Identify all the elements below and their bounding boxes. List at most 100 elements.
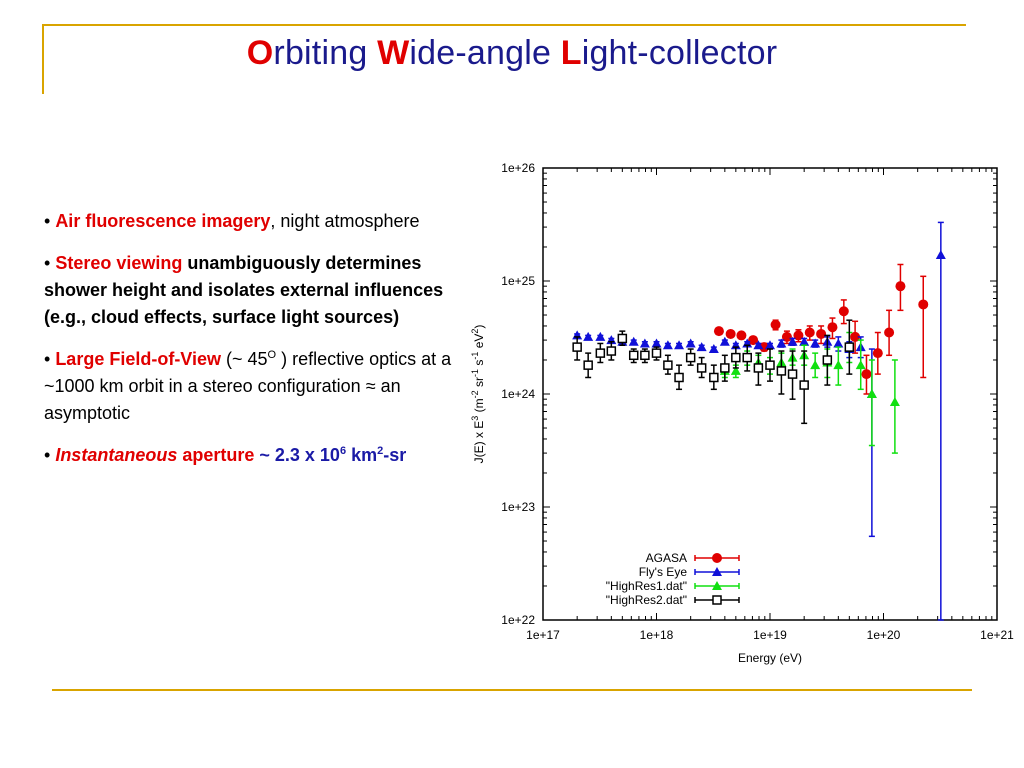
data-point [759, 342, 770, 353]
series-4 [572, 319, 855, 425]
data-point [799, 380, 809, 390]
data-point [804, 327, 815, 338]
data-point [748, 335, 759, 346]
data-point [765, 360, 775, 370]
data-point [742, 352, 752, 363]
bullet-marker: • [44, 253, 56, 273]
data-point [816, 328, 827, 339]
data-point [799, 336, 810, 346]
bullet-emphasis: Air fluorescence imagery [55, 211, 271, 231]
data-point [674, 372, 684, 383]
data-point [884, 327, 895, 338]
data-point [776, 366, 787, 376]
y-axis-label: J(E) x E3 (m-2 sr-1 s-1 eV2) [470, 325, 486, 464]
left-rule [42, 24, 44, 94]
legend-label: AGASA [646, 551, 687, 565]
bullet-stereo: • Stereo viewing unambiguously determine… [44, 250, 464, 331]
data-point [895, 281, 906, 292]
series-1 [713, 263, 929, 395]
bullet-emphasis: Instantaneous [55, 445, 178, 465]
axis-ticks: 1e+17 1e+18 1e+19 1e+20 1e+21 1e+22 1e+23 1e+24… [501, 161, 1014, 642]
bullet-marker: • [44, 211, 56, 231]
data-point [685, 338, 696, 348]
data-point [918, 299, 929, 310]
bullet-fluorescence: • Air fluorescence imagery, night atmosp… [44, 208, 464, 235]
data-point [810, 338, 821, 348]
data-point [872, 348, 883, 359]
data-point [770, 319, 781, 330]
data-point [765, 340, 775, 350]
slide-title: Orbiting Wide-angle Light-collector [0, 34, 1024, 73]
y-tick-label: 1e+26 [501, 161, 535, 175]
data-point [606, 346, 617, 356]
data-point [674, 340, 685, 350]
data-point [713, 326, 724, 337]
x-axis-label: Energy (eV) [738, 651, 802, 665]
data-point [709, 372, 719, 383]
data-point [793, 330, 804, 341]
aperture-value: ~ 2.3 x 10 [254, 445, 340, 465]
y-tick-label: 1e+24 [501, 387, 535, 401]
data-point [827, 322, 838, 333]
legend-label: Fly's Eye [639, 565, 688, 579]
data-point [572, 342, 582, 352]
y-tick-label: 1e+25 [501, 274, 535, 288]
data-point [861, 369, 872, 380]
legend-marker [712, 581, 722, 590]
data-point [583, 360, 593, 370]
data-point [583, 331, 594, 341]
data-point [781, 331, 792, 342]
bullet-marker: • [44, 349, 56, 369]
series-layer [572, 221, 946, 621]
bullet-text: unambiguously determines shower height a… [44, 253, 444, 327]
data-point [708, 344, 719, 354]
degree-superscript: O [267, 349, 277, 361]
data-point [651, 348, 662, 358]
aperture-unit: km [346, 445, 378, 465]
data-point [720, 363, 730, 373]
bottom-rule [52, 689, 972, 691]
x-tick-label: 1e+18 [640, 628, 674, 642]
data-point [935, 249, 946, 259]
data-point [736, 330, 747, 341]
data-point [628, 350, 639, 361]
unit-superscript: 2 [377, 445, 384, 457]
plot-frame [542, 167, 998, 621]
bullet-text: , night atmosphere [270, 211, 420, 231]
legend-marker [712, 553, 722, 563]
bullet-field-of-view: • Large Field-of-View (~ 45O ) reflectiv… [44, 346, 464, 427]
bullet-aperture: • Instantaneous aperture ~ 2.3 x 106 km2… [44, 442, 464, 469]
data-point [663, 360, 673, 370]
data-point [787, 336, 798, 346]
data-point [850, 331, 861, 342]
data-point [651, 338, 662, 348]
data-point [685, 352, 696, 363]
data-point [776, 338, 787, 348]
bullet-text: aperture [177, 445, 255, 465]
legend-label: "HighRes1.dat" [606, 579, 687, 593]
data-point [787, 369, 798, 379]
data-point [822, 355, 833, 365]
data-point [725, 328, 736, 339]
bullet-text-cont: ) reflective optics at a ~1000 km orbit … [44, 349, 452, 423]
legend-marker [712, 567, 722, 576]
bullet-emphasis: Stereo viewing [55, 253, 183, 273]
data-point [640, 350, 650, 361]
data-point [833, 360, 844, 370]
x-tick-label: 1e+20 [867, 628, 901, 642]
data-point [595, 348, 606, 358]
x-tick-label: 1e+17 [526, 628, 560, 642]
data-point [730, 365, 741, 375]
data-point [810, 360, 821, 370]
top-rule [42, 24, 966, 26]
x-tick-label: 1e+19 [753, 628, 787, 642]
data-point [628, 336, 639, 346]
data-point [719, 336, 730, 346]
title-initial-l: L [560, 34, 582, 72]
data-point [889, 396, 900, 406]
data-point [844, 342, 855, 352]
bullet-list: • Air fluorescence imagery, night atmosp… [44, 208, 464, 484]
x-tick-label: 1e+21 [980, 628, 1014, 642]
legend-marker [712, 595, 722, 605]
